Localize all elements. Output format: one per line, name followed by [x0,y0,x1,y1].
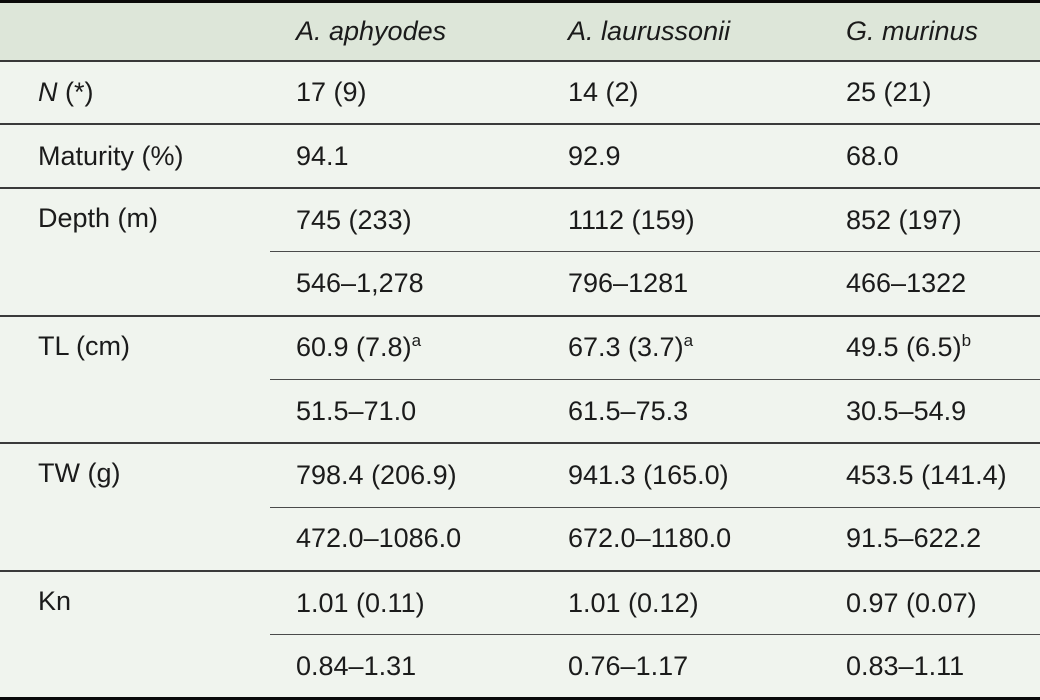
cell-n-laurussonii: 14 (2) [542,59,820,125]
row-n: N (*) 17 (9) 14 (2) 25 (21) [0,59,1040,125]
row-tl-mean: TL (cm) 60.9 (7.8)a 67.3 (3.7)a 49.5 (6.… [0,314,1040,444]
row-label-n-rest: (*) [57,76,94,107]
row-label-maturity: Maturity (%) [0,123,270,189]
cell-kn-mean-aphyodes: 1.01 (0.11) [270,569,542,635]
cell-n-murinus: 25 (21) [820,59,1040,125]
cell-kn-range-murinus: 0.83–1.11 [820,634,1040,699]
cell-superscript: a [683,331,694,351]
cell-depth-mean-aphyodes: 745 (233) [270,187,542,252]
cell-superscript: b [961,331,972,351]
col-header-empty [0,1,270,62]
row-maturity: Maturity (%) 94.1 92.9 68.0 [0,123,1040,189]
cell-maturity-aphyodes: 94.1 [270,123,542,189]
cell-value: 67.3 (3.7) [568,332,684,363]
col-header-species-murinus: G. murinus [820,1,1040,62]
cell-n-aphyodes: 17 (9) [270,59,542,125]
cell-depth-range-aphyodes: 546–1,278 [270,251,542,316]
row-label-tw: TW (g) [0,442,270,571]
cell-superscript: a [411,331,422,351]
cell-maturity-laurussonii: 92.9 [542,123,820,189]
cell-tw-mean-aphyodes: 798.4 (206.9) [270,442,542,508]
cell-kn-range-laurussonii: 0.76–1.17 [542,634,820,699]
row-label-tl: TL (cm) [0,314,270,444]
header-row: A. aphyodes A. laurussonii G. murinus [0,1,1040,62]
row-depth-mean: Depth (m) 745 (233) 1112 (159) 852 (197) [0,187,1040,316]
row-tw-mean: TW (g) 798.4 (206.9) 941.3 (165.0) 453.5… [0,442,1040,571]
cell-value: 49.5 (6.5) [846,332,962,363]
row-label-depth: Depth (m) [0,187,270,316]
row-kn-range: 0.84–1.31 0.76–1.17 0.83–1.11 [0,634,1040,699]
cell-depth-range-laurussonii: 796–1281 [542,251,820,316]
cell-tw-range-aphyodes: 472.0–1086.0 [270,506,542,571]
cell-kn-range-aphyodes: 0.84–1.31 [270,634,542,699]
col-header-species-laurussonii: A. laurussonii [542,1,820,62]
cell-value: 60.9 (7.8) [296,332,412,363]
col-header-species-aphyodes: A. aphyodes [270,1,542,62]
cell-tw-mean-laurussonii: 941.3 (165.0) [542,442,820,508]
row-label-n-italic: N [38,76,58,107]
cell-tw-mean-murinus: 453.5 (141.4) [820,442,1040,508]
cell-tw-range-laurussonii: 672.0–1180.0 [542,506,820,571]
row-tw-range: 472.0–1086.0 672.0–1180.0 91.5–622.2 [0,506,1040,571]
cell-tl-mean-laurussonii: 67.3 (3.7)a [542,314,820,380]
row-depth-range: 546–1,278 796–1281 466–1322 [0,251,1040,316]
cell-tl-range-murinus: 30.5–54.9 [820,378,1040,444]
cell-tl-range-aphyodes: 51.5–71.0 [270,378,542,444]
row-kn-mean: Kn 1.01 (0.11) 1.01 (0.12) 0.97 (0.07) [0,569,1040,699]
row-tl-range: 51.5–71.0 61.5–75.3 30.5–54.9 [0,378,1040,444]
cell-tl-mean-murinus: 49.5 (6.5)b [820,314,1040,380]
cell-depth-mean-laurussonii: 1112 (159) [542,187,820,252]
cell-depth-range-murinus: 466–1322 [820,251,1040,316]
row-label-n: N (*) [0,59,270,125]
cell-maturity-murinus: 68.0 [820,123,1040,189]
cell-tl-range-laurussonii: 61.5–75.3 [542,378,820,444]
cell-kn-mean-murinus: 0.97 (0.07) [820,569,1040,635]
cell-tw-range-murinus: 91.5–622.2 [820,506,1040,571]
cell-kn-mean-laurussonii: 1.01 (0.12) [542,569,820,635]
row-label-kn: Kn [0,569,270,699]
cell-depth-mean-murinus: 852 (197) [820,187,1040,252]
cell-tl-mean-aphyodes: 60.9 (7.8)a [270,314,542,380]
